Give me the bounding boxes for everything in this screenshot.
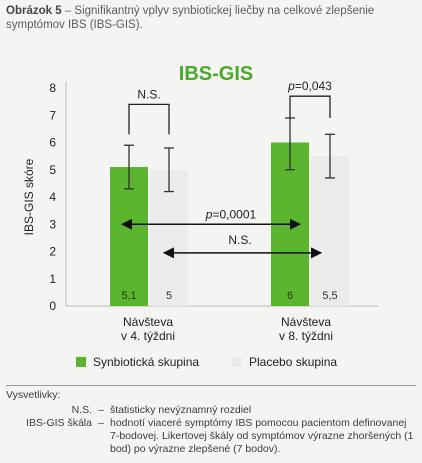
arrow-label: N.S. [228, 233, 251, 247]
notes-title: Vysvetlivky: [6, 389, 61, 401]
y-tick-label: 1 [49, 272, 56, 286]
note-separator: – [98, 417, 104, 429]
y-axis-label: IBS-GIS skóre [22, 158, 36, 235]
significance-bracket [289, 95, 331, 118]
bracket-label: p=0,043 [287, 79, 332, 93]
notes-section: Vysvetlivky: N.S. – štatisticky nevýznam… [6, 389, 418, 456]
bar-placebo [311, 156, 349, 306]
y-tick-label: 3 [49, 217, 56, 231]
bar-value-label: 5,1 [121, 290, 136, 302]
bar-placebo [150, 169, 188, 306]
note-separator: – [98, 404, 104, 416]
y-tick-label: 5 [49, 163, 56, 177]
bar-value-label: 5,5 [322, 290, 337, 302]
legend-swatch-synbiotic [76, 357, 86, 367]
legend-swatch-placebo [232, 357, 242, 367]
x-category-label: v 4. týždni [121, 329, 175, 343]
bar-chart: IBS-GIS IBS-GIS skóre 0 1 2 3 4 5 6 7 8 5,1 6 5 5,5 N.S… [22, 63, 378, 369]
note-term: N.S. [71, 404, 92, 416]
arrow-label: p=0,0001 [205, 207, 257, 221]
legend-label: Placebo skupina [249, 355, 337, 369]
bar-synbiotic [110, 167, 148, 306]
y-tick-label: 0 [49, 299, 56, 313]
caption-text: – Signifikantný vplyv synbiotickej liečb… [6, 5, 375, 31]
y-tick-label: 4 [49, 190, 56, 204]
caption-label: Obrázok 5 [6, 5, 62, 17]
significance-bracket [128, 103, 170, 135]
x-category-label: Návšteva [123, 315, 173, 329]
y-tick-label: 6 [49, 136, 56, 150]
bar-value-label: 5 [166, 290, 172, 302]
y-tick-label: 2 [49, 245, 56, 259]
x-category-label: Návšteva [281, 315, 331, 329]
bracket-label: N.S. [137, 87, 160, 101]
figure-caption: Obrázok 5 – Signifikantný vplyv synbioti… [6, 4, 416, 32]
notes-divider [6, 385, 416, 386]
legend-label: Synbiotická skupina [93, 355, 199, 369]
note-row-ibs-gis: IBS-GIS škála – hodnotí viaceré symptómy… [6, 417, 418, 456]
note-definition: štatisticky nevýznamný rozdiel [110, 404, 252, 416]
y-tick-label: 8 [49, 81, 56, 95]
x-category-label: v 8. týždni [279, 329, 333, 343]
chart-title: IBS-GIS [179, 63, 253, 85]
note-definition: hodnotí viaceré symptómy IBS pomocou pac… [110, 417, 414, 455]
note-row-ns: N.S. – štatisticky nevýznamný rozdiel [6, 404, 418, 417]
bar-value-label: 6 [287, 290, 293, 302]
y-tick-label: 7 [49, 108, 56, 122]
note-term: IBS-GIS škála [26, 417, 92, 429]
